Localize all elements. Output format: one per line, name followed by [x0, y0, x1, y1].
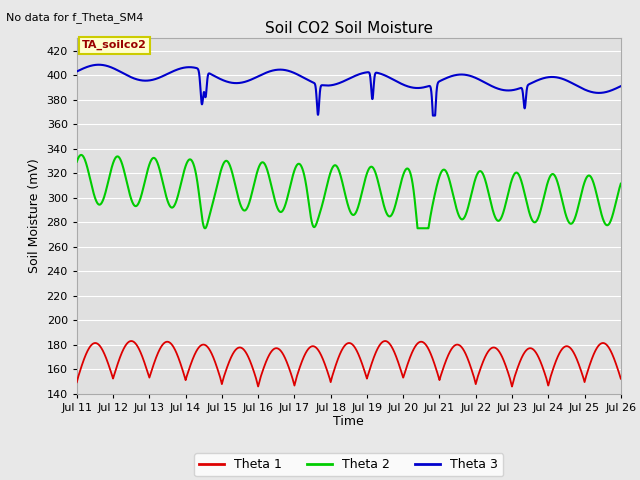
Text: TA_soilco2: TA_soilco2: [83, 40, 147, 50]
Title: Soil CO2 Soil Moisture: Soil CO2 Soil Moisture: [265, 21, 433, 36]
Y-axis label: Soil Moisture (mV): Soil Moisture (mV): [28, 158, 41, 274]
Legend: Theta 1, Theta 2, Theta 3: Theta 1, Theta 2, Theta 3: [195, 453, 503, 476]
Text: No data for f_Theta_SM4: No data for f_Theta_SM4: [6, 12, 144, 23]
X-axis label: Time: Time: [333, 415, 364, 429]
